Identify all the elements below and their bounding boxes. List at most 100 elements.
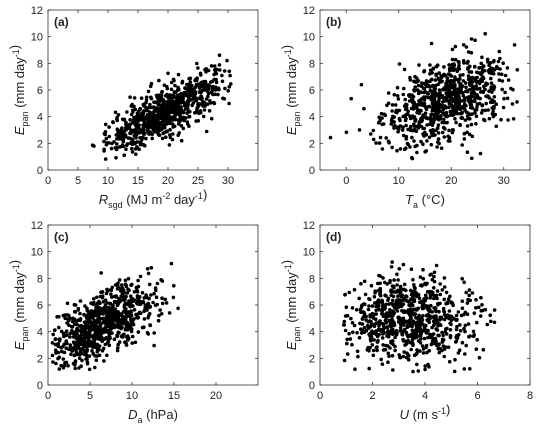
data-point <box>146 89 151 94</box>
data-point <box>393 335 397 340</box>
data-point <box>463 329 467 334</box>
data-point <box>381 303 385 307</box>
data-point <box>434 293 439 298</box>
data-point <box>92 343 97 348</box>
data-point <box>442 117 446 122</box>
data-point <box>404 330 409 335</box>
x-tick-label: 10 <box>393 175 405 187</box>
data-point <box>123 127 128 131</box>
data-point <box>379 357 384 362</box>
data-point <box>465 89 470 93</box>
data-point <box>397 317 401 322</box>
data-point <box>453 357 457 362</box>
data-point <box>366 307 371 312</box>
data-point <box>436 123 441 127</box>
data-point <box>343 292 348 297</box>
data-point <box>77 346 82 351</box>
data-point <box>429 112 433 117</box>
data-point <box>146 302 151 306</box>
data-point <box>177 97 181 102</box>
data-point <box>124 343 129 347</box>
data-point <box>456 59 461 64</box>
scatter-points <box>50 261 180 372</box>
data-point <box>412 88 416 92</box>
data-point <box>102 337 107 341</box>
data-point <box>433 78 438 82</box>
data-point <box>132 115 136 120</box>
data-point <box>386 296 391 301</box>
data-point <box>419 337 423 341</box>
data-point <box>143 303 147 308</box>
data-point <box>147 282 152 287</box>
data-point <box>138 299 143 304</box>
data-point <box>402 67 407 72</box>
data-point <box>136 315 141 320</box>
data-point <box>78 350 83 355</box>
data-point <box>76 306 81 311</box>
data-point <box>466 322 471 326</box>
data-point <box>444 95 448 100</box>
data-point <box>392 93 397 97</box>
data-point <box>178 116 183 120</box>
data-point <box>439 114 443 118</box>
panel-label: (c) <box>54 230 69 244</box>
data-point <box>431 67 436 71</box>
data-point <box>497 49 502 54</box>
data-point <box>500 87 505 92</box>
data-point <box>116 346 120 350</box>
data-point <box>386 329 391 333</box>
data-point <box>201 114 206 119</box>
data-point <box>405 351 409 356</box>
data-point <box>188 76 193 81</box>
data-point <box>391 320 396 325</box>
data-point <box>423 95 428 99</box>
data-point <box>406 357 411 362</box>
data-point <box>115 146 119 150</box>
data-point <box>115 333 119 338</box>
data-point <box>154 118 158 122</box>
data-point <box>82 333 87 338</box>
y-tick-label: 4 <box>309 112 315 124</box>
x-axis-title: U (m s-1) <box>400 402 451 422</box>
data-point <box>123 301 128 306</box>
data-point <box>474 298 478 302</box>
data-point <box>416 369 421 373</box>
data-point <box>456 92 460 97</box>
data-point <box>101 346 106 351</box>
data-point <box>169 261 174 266</box>
data-point <box>130 341 134 345</box>
data-point <box>440 348 444 353</box>
data-point <box>187 114 192 119</box>
data-point <box>399 329 404 333</box>
data-point <box>428 307 432 312</box>
data-point <box>415 362 419 367</box>
data-point <box>423 367 427 372</box>
data-point <box>119 283 124 287</box>
data-point <box>64 346 69 351</box>
data-point <box>467 95 471 99</box>
data-point <box>106 338 110 342</box>
data-point <box>197 90 202 95</box>
data-point <box>490 90 494 94</box>
data-point <box>437 88 442 92</box>
data-point <box>452 92 457 97</box>
data-point <box>100 290 105 294</box>
data-point <box>68 331 72 336</box>
data-point <box>130 334 135 339</box>
data-point <box>400 287 404 292</box>
data-point <box>380 116 384 120</box>
data-point <box>434 64 439 69</box>
data-point <box>446 83 450 88</box>
data-point <box>155 100 159 105</box>
data-point <box>125 143 129 148</box>
data-point <box>417 296 422 301</box>
data-point <box>84 353 88 357</box>
data-point <box>75 332 79 336</box>
data-point <box>454 100 458 105</box>
data-point <box>435 296 439 301</box>
data-point <box>176 109 181 114</box>
data-point <box>393 290 397 294</box>
data-point <box>447 101 452 106</box>
data-point <box>189 93 193 97</box>
data-point <box>498 67 502 71</box>
